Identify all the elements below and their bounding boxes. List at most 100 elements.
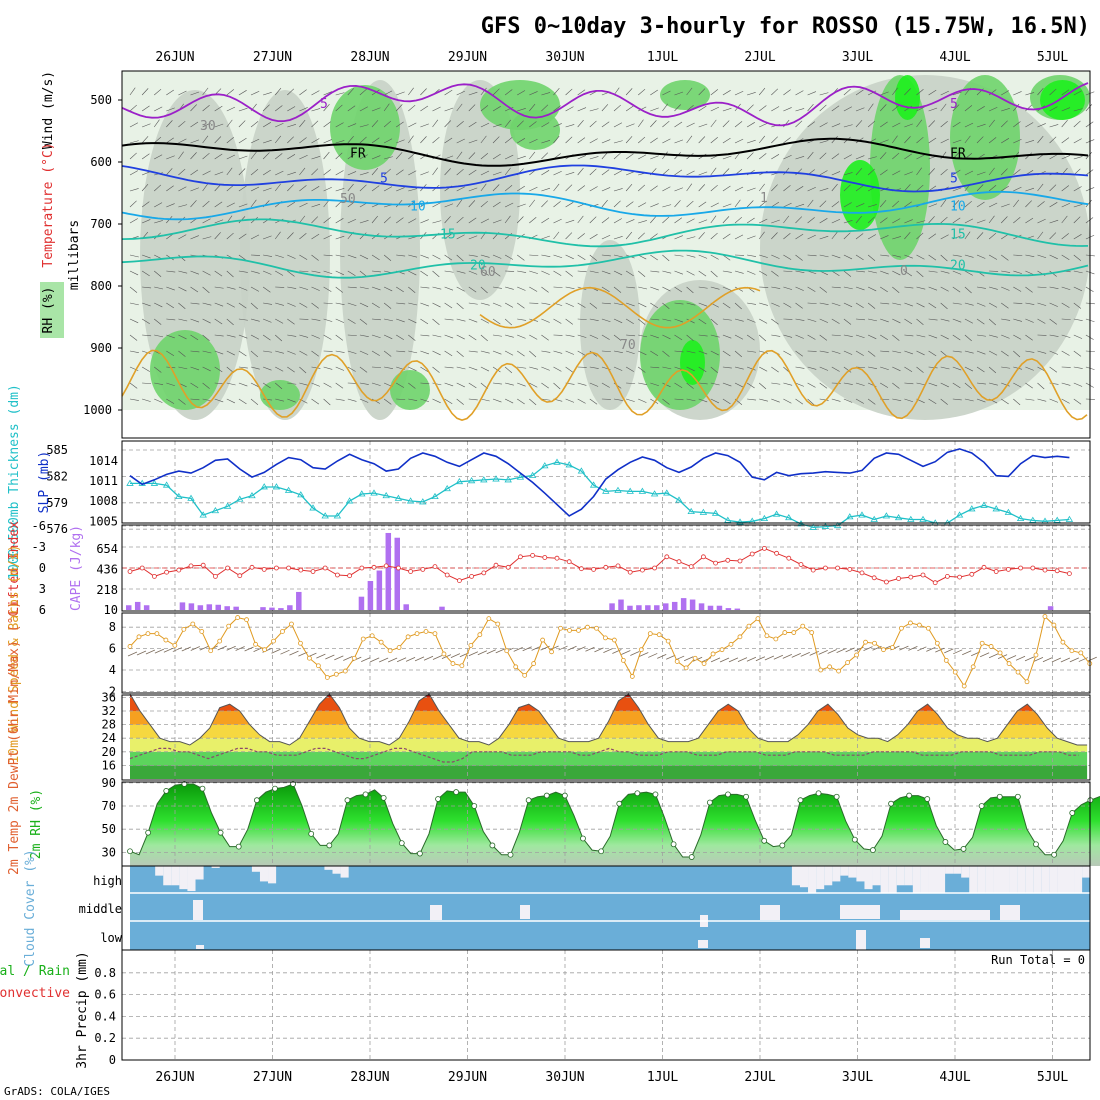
wind-barb [420, 398, 430, 403]
wind-barb [287, 106, 296, 112]
wind-barb [807, 91, 817, 96]
wind-barb [154, 88, 162, 96]
wind-barb [141, 219, 151, 224]
wind-barb [420, 136, 427, 144]
wind-barb [892, 270, 901, 276]
rh-region [150, 330, 220, 410]
wind-barb [1049, 219, 1059, 224]
humidity-marker [634, 790, 641, 797]
humidity-marker [725, 791, 731, 798]
wind-barb [1025, 122, 1034, 128]
wind-speed-marker [504, 648, 510, 654]
wind-speed-marker [764, 633, 770, 639]
cloud-gap [1009, 866, 1018, 893]
wind-barb [771, 219, 780, 224]
wind-barb [674, 139, 684, 144]
wind-barb [335, 350, 345, 353]
wind-barb [263, 350, 273, 353]
wind-barb [892, 382, 900, 389]
wind-barb [807, 217, 815, 224]
wind-barb [553, 201, 561, 208]
wind-barb [504, 254, 514, 260]
wind-barb [650, 350, 659, 357]
temperature-fill [130, 694, 1088, 779]
wind-barb [976, 232, 984, 240]
wind-barb [444, 350, 453, 357]
lifted-index-marker [676, 559, 682, 565]
wind-barb [347, 270, 356, 277]
y-axis-title-lifted-index: Lifted Index [7, 521, 22, 615]
wind-barb [855, 167, 863, 176]
wind-speed-line [129, 615, 1091, 688]
wind-barb [480, 398, 490, 402]
wind-barb [565, 219, 575, 224]
wind-barb [178, 204, 188, 208]
wind-barb [783, 185, 791, 192]
wind-barb [734, 138, 744, 144]
wind-barb [819, 218, 828, 224]
wind-barb [172, 647, 183, 652]
wind-barb [444, 120, 452, 128]
date-label-bottom: 30JUN [545, 1070, 584, 1085]
wind-barb [504, 185, 513, 192]
wind-barb [347, 105, 356, 112]
cape-bar [179, 602, 186, 610]
wind-barb [166, 334, 175, 339]
wind-barb [1000, 216, 1008, 224]
date-label-top: 30JUN [545, 50, 584, 65]
wind-barb [1060, 657, 1071, 663]
wind-barb [1073, 350, 1082, 357]
wind-barb [347, 88, 355, 96]
wind-barb [831, 219, 841, 224]
wind-barb [396, 217, 404, 224]
wind-barb [662, 350, 670, 357]
slp-line [129, 448, 1070, 517]
wind-barb [904, 201, 912, 208]
wind-barb [1061, 155, 1071, 160]
wind-barb [589, 254, 597, 261]
wind-barb [880, 121, 888, 128]
humidity-marker [507, 851, 514, 858]
wind-barb [347, 135, 354, 144]
wind-barb [166, 286, 175, 291]
wind-speed-marker [665, 638, 671, 644]
wind-barb [952, 121, 961, 128]
wind-barb [371, 302, 380, 309]
wind-barb [577, 119, 584, 128]
wind-barb [334, 655, 344, 661]
wind-barb [383, 334, 393, 340]
wind-barb [1061, 350, 1070, 356]
wind-barb [190, 382, 199, 389]
wind-barb [908, 646, 918, 651]
wind-barb [347, 123, 357, 128]
wind-barb [420, 334, 430, 337]
wind-barb [371, 215, 378, 224]
wind-barb [831, 398, 841, 402]
wind-barb [456, 216, 464, 224]
wind-barb [979, 652, 990, 658]
wind-barb [145, 649, 156, 655]
lifted-index-marker [456, 578, 462, 583]
wind-barb [855, 350, 864, 356]
wind-barb [940, 121, 948, 128]
cloud-gap [985, 866, 994, 893]
wind-barb [565, 106, 574, 112]
wind-barb [964, 302, 974, 306]
wind-barb [378, 657, 389, 663]
wind-barb [565, 124, 575, 128]
wind-barb [1049, 106, 1058, 112]
wind-barb [577, 107, 587, 112]
humidity-marker [996, 793, 1003, 800]
wind-barb [299, 137, 307, 144]
wind-barb [710, 202, 719, 208]
wind-barb [129, 140, 139, 144]
cloud-gap [211, 866, 220, 868]
wind-barb [238, 254, 247, 261]
cloud-gap [1041, 866, 1050, 893]
cloud-gap [920, 938, 930, 948]
wind-barb [529, 254, 539, 256]
wind-barb [371, 254, 380, 261]
wind-speed-marker [773, 636, 779, 642]
wind-barb [299, 202, 308, 208]
wind-barb [976, 106, 985, 112]
